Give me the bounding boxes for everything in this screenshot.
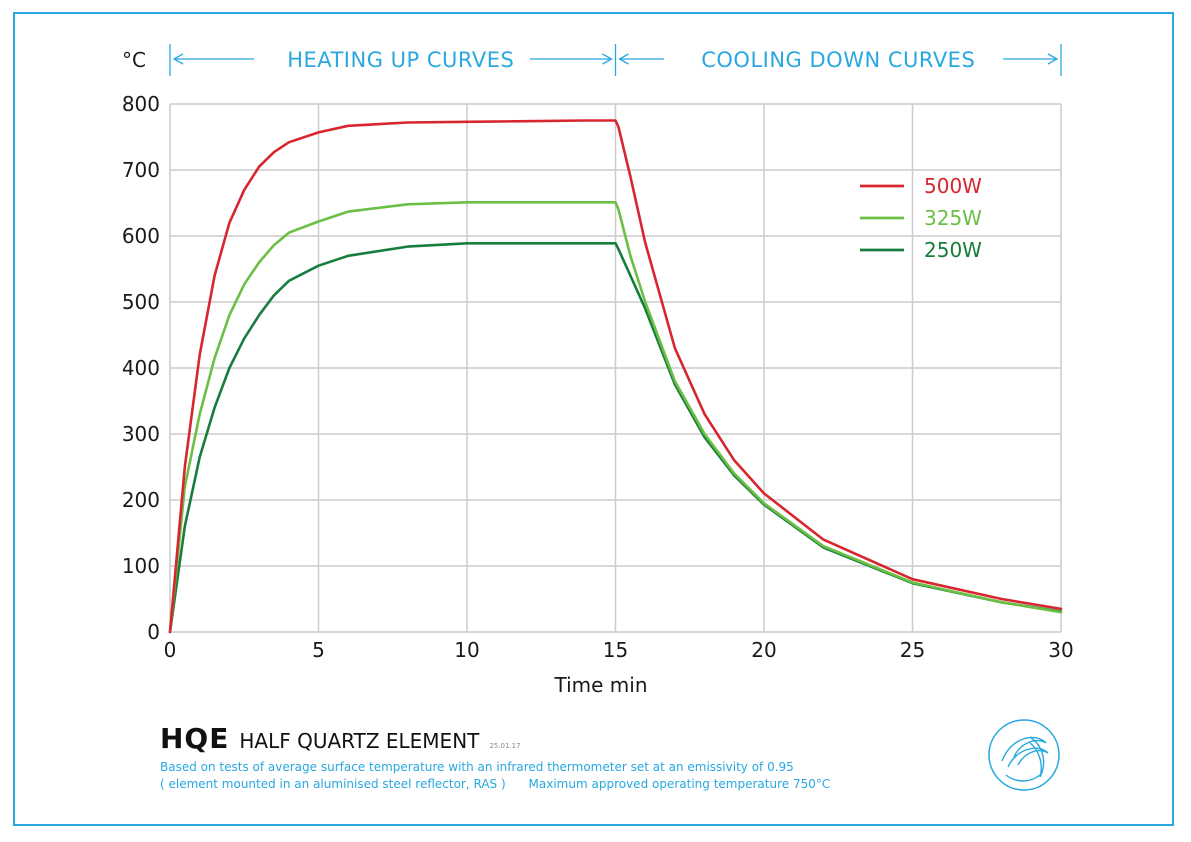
product-code: HQE	[160, 722, 230, 755]
y-tick-label: 400	[122, 356, 160, 380]
legend-label-250W: 250W	[924, 238, 982, 262]
y-tick-label: 700	[122, 158, 160, 182]
x-tick-label: 5	[312, 638, 325, 662]
cooling-arrow-left-head	[618, 53, 629, 65]
product-name: HALF QUARTZ ELEMENT	[239, 729, 480, 753]
x-tick-label: 25	[900, 638, 925, 662]
series-line-325W	[168, 201, 1063, 634]
series-line-500W	[168, 119, 1063, 634]
x-tick-label: 0	[164, 638, 177, 662]
heating-arrow-right-head	[602, 53, 613, 65]
page-frame	[13, 12, 1174, 826]
x-tick-label: 15	[603, 638, 628, 662]
test-note-line2: ( element mounted in an aluminised steel…	[160, 777, 831, 791]
heating-label: HEATING UP CURVES	[287, 48, 514, 72]
grid	[169, 103, 1062, 633]
cooling-label: COOLING DOWN CURVES	[701, 48, 975, 72]
doc-date: 25.01.17	[489, 742, 521, 750]
heating-arrow-left-head	[172, 53, 184, 65]
y-tick-label: 100	[122, 554, 160, 578]
phase-header: HEATING UP CURVES COOLING DOWN CURVES	[169, 44, 1062, 76]
y-tick-label: 800	[122, 92, 160, 116]
cooling-arrow-right-head	[1047, 53, 1059, 65]
x-tick-label: 10	[454, 638, 479, 662]
x-axis-label: Time min	[553, 673, 647, 697]
y-unit-label: °C	[122, 48, 146, 72]
y-tick-label: 500	[122, 290, 160, 314]
ticks: 0 100 200 300 400 500 600 700 800 0 5 10 15 20 25 30	[122, 92, 1074, 662]
legend: 500W 325W 250W	[860, 174, 982, 262]
footer-title-row: HQE HALF QUARTZ ELEMENT 25.01.17	[160, 722, 830, 755]
x-tick-label: 30	[1048, 638, 1073, 662]
legend-label-500W: 500W	[924, 174, 982, 198]
x-tick-label: 20	[751, 638, 776, 662]
test-note-line1: Based on tests of average surface temper…	[160, 760, 794, 774]
y-tick-label: 300	[122, 422, 160, 446]
legend-label-325W: 325W	[924, 206, 982, 230]
series	[168, 119, 1063, 634]
footer: HQE HALF QUARTZ ELEMENT 25.01.17 Based on …	[160, 722, 830, 793]
y-tick-label: 0	[147, 620, 160, 644]
wave-swirl-icon	[988, 719, 1060, 791]
y-tick-label: 200	[122, 488, 160, 512]
y-tick-label: 600	[122, 224, 160, 248]
